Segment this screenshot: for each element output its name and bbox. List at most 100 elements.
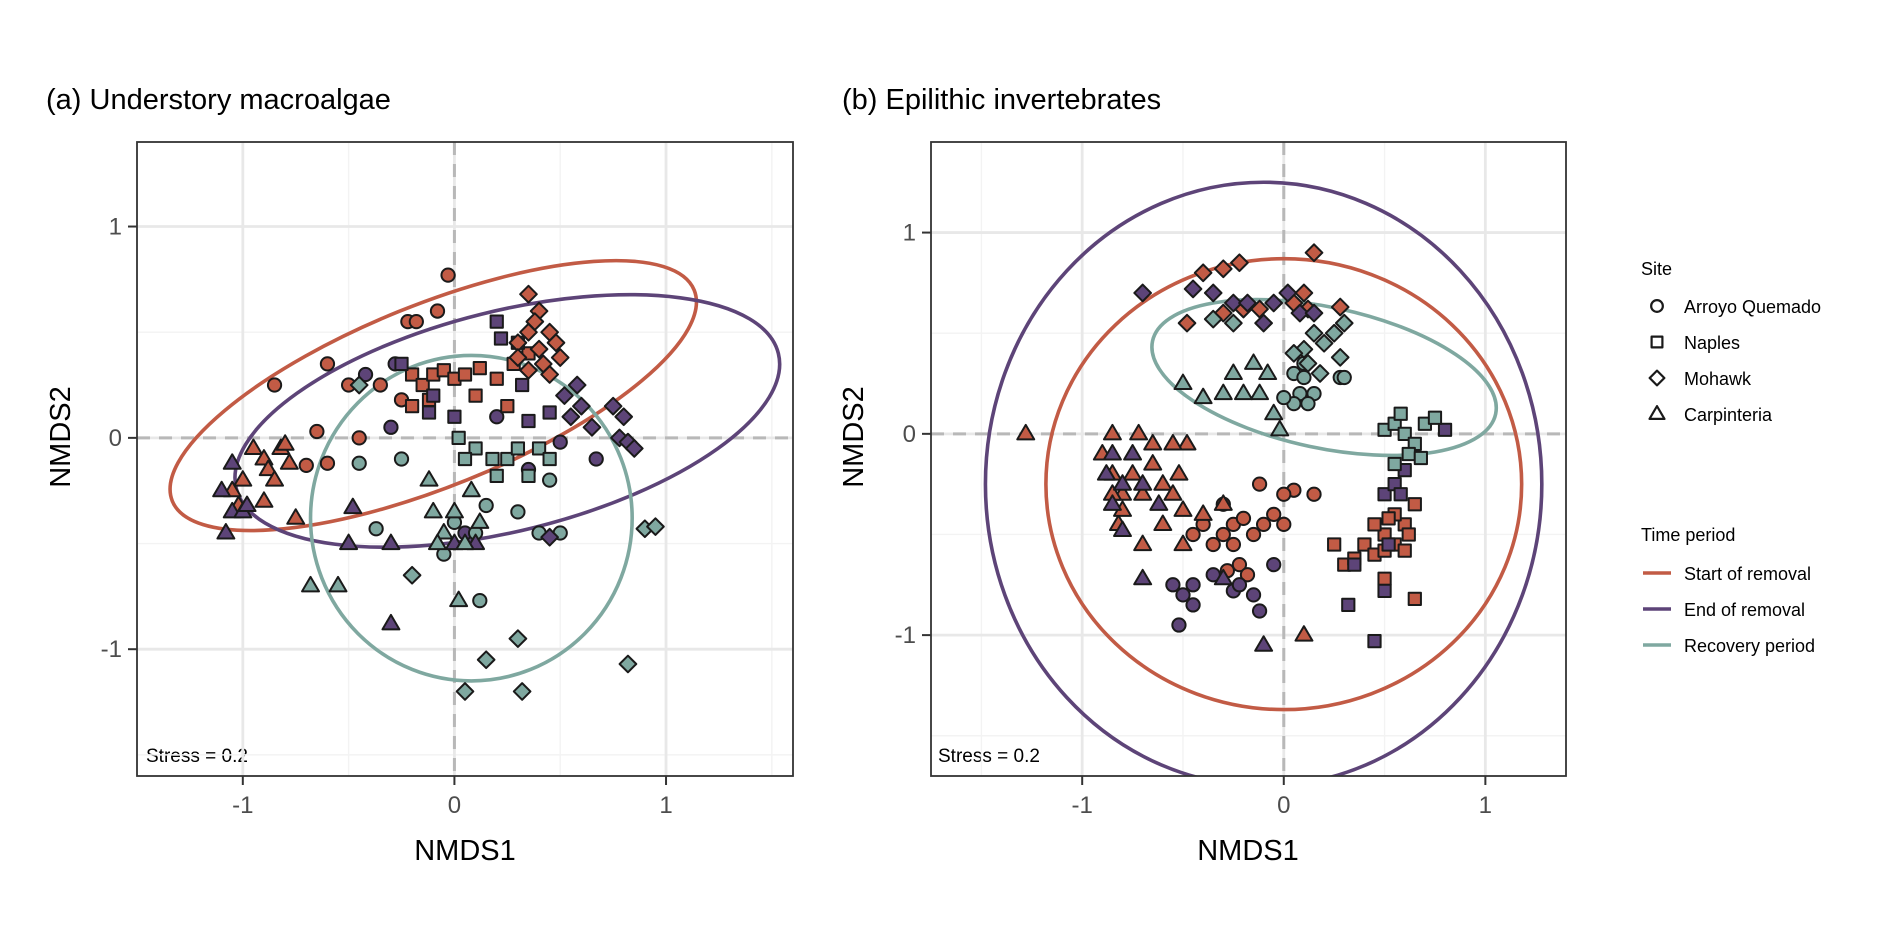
- point-diamond-recovery: [1298, 354, 1318, 373]
- point-circle-recovery: [1276, 389, 1292, 406]
- point-circle-start: [1205, 536, 1221, 553]
- point-triangle-start: [1169, 464, 1189, 481]
- point-diamond-start: [508, 348, 528, 367]
- point-triangle-recovery: [461, 480, 481, 498]
- point-circle-start: [1231, 557, 1248, 573]
- point-circle-end: [1251, 603, 1268, 619]
- point-triangle-start: [1153, 474, 1173, 491]
- point-diamond-start: [1230, 253, 1249, 273]
- point-square-start: [472, 361, 487, 376]
- ellipse-start: [168, 258, 699, 533]
- point-circle-end: [383, 419, 399, 435]
- point-triangle-recovery: [470, 512, 490, 529]
- point-diamond-end: [540, 527, 559, 547]
- point-square-start: [1377, 571, 1392, 586]
- point-square-recovery: [542, 451, 557, 467]
- point-circle-end: [1185, 597, 1201, 613]
- point-triangle-end: [1102, 444, 1122, 461]
- panel-b-y-axis-label: NMDS2: [838, 386, 870, 488]
- point-diamond-recovery: [1310, 364, 1330, 383]
- legend-square-icon: [1650, 335, 1664, 349]
- point-square-start: [1407, 591, 1422, 607]
- point-triangle-recovery: [1270, 419, 1290, 437]
- point-square-start: [489, 371, 504, 386]
- panel-b-x-axis-label: NMDS1: [1197, 835, 1299, 867]
- point-square-start: [457, 367, 473, 382]
- point-triangle-start: [1102, 423, 1122, 441]
- point-square-recovery: [510, 441, 526, 456]
- point-circle-end: [357, 366, 374, 383]
- point-diamond-start: [529, 339, 549, 359]
- point-triangle-end: [1133, 568, 1153, 586]
- legend-site-diamond: Mohawk: [1648, 369, 1752, 389]
- point-circle-start: [1251, 476, 1268, 492]
- point-triangle-start: [1143, 454, 1163, 471]
- point-triangle-recovery: [1258, 363, 1278, 380]
- point-circle-end: [588, 451, 604, 467]
- point-circle-end: [1231, 577, 1248, 593]
- point-square-recovery: [1401, 446, 1416, 462]
- point-square-recovery: [485, 451, 500, 467]
- point-diamond-start: [1213, 259, 1233, 279]
- point-triangle-end: [1254, 635, 1274, 652]
- point-triangle-start: [286, 508, 306, 525]
- point-diamond-start: [1330, 297, 1350, 317]
- point-circle-start: [319, 455, 336, 471]
- point-diamond-end: [1254, 313, 1273, 333]
- point-diamond-recovery: [1334, 313, 1354, 333]
- point-diamond-end: [1290, 303, 1310, 323]
- point-circle-start: [1245, 526, 1262, 543]
- legend-circle-icon: [1650, 299, 1664, 313]
- panel-epilithic-invertebrates: (b) Epilithic invertebrates NMDS1 NMDS2 …: [838, 84, 1567, 867]
- legend-site-square: Naples: [1650, 333, 1740, 353]
- point-circle-end: [1245, 587, 1262, 603]
- point-diamond-recovery: [512, 682, 532, 701]
- point-circle-recovery: [351, 455, 367, 471]
- y-tick-label: 1: [903, 220, 916, 247]
- point-square-end: [421, 405, 437, 420]
- point-triangle-end: [381, 613, 401, 631]
- panel-a-x-axis-label: NMDS1: [414, 835, 516, 867]
- point-square-recovery: [1427, 410, 1443, 425]
- legend-period-entries: Start of removal End of removal Recovery p…: [1643, 564, 1815, 656]
- point-triangle-end: [1113, 474, 1132, 491]
- point-triangle-start: [1123, 464, 1143, 481]
- point-triangle-start: [1153, 514, 1173, 531]
- ellipse-end: [983, 180, 1544, 776]
- point-square-end: [1347, 557, 1362, 572]
- point-square-end: [447, 409, 462, 424]
- point-diamond-start: [550, 348, 570, 367]
- point-diamond-end: [1264, 293, 1284, 313]
- y-tick-label: -1: [895, 622, 916, 649]
- legend: Site Arroyo Quemado Naples Mohawk Carpinter…: [1641, 259, 1821, 656]
- point-circle-end: [1185, 577, 1201, 593]
- point-diamond-start: [519, 360, 538, 380]
- y-tick-label: 0: [903, 421, 916, 448]
- point-triangle-start: [1129, 423, 1149, 441]
- point-diamond-start: [546, 333, 566, 353]
- point-diamond-recovery: [618, 654, 638, 674]
- point-triangle-start: [1016, 423, 1036, 441]
- y-tick-label: 1: [109, 214, 122, 241]
- point-diamond-end: [1238, 293, 1257, 313]
- point-triangle-end: [343, 497, 363, 515]
- x-tick-label: -1: [1072, 792, 1093, 819]
- point-diamond-recovery: [476, 650, 496, 670]
- point-diamond-start: [1193, 263, 1213, 283]
- point-diamond-end: [1224, 293, 1243, 313]
- point-square-recovery: [457, 451, 473, 467]
- point-diamond-recovery: [646, 517, 665, 536]
- legend-site-circle: Arroyo Quemado: [1650, 297, 1821, 317]
- point-circle-start: [1185, 526, 1201, 543]
- legend-site-entries: Arroyo Quemado Naples Mohawk Carpinteria: [1648, 297, 1821, 425]
- point-diamond-end: [572, 396, 591, 416]
- legend-period-recovery: Recovery period: [1643, 636, 1815, 656]
- point-triangle-end: [339, 533, 359, 551]
- point-square-end: [1437, 422, 1453, 437]
- point-circle-start: [1225, 536, 1242, 553]
- point-circle-start: [1255, 516, 1272, 533]
- x-tick-label: -1: [232, 792, 253, 819]
- point-circle-start: [1276, 486, 1292, 502]
- point-diamond-start: [519, 284, 538, 304]
- point-square-start: [468, 388, 483, 403]
